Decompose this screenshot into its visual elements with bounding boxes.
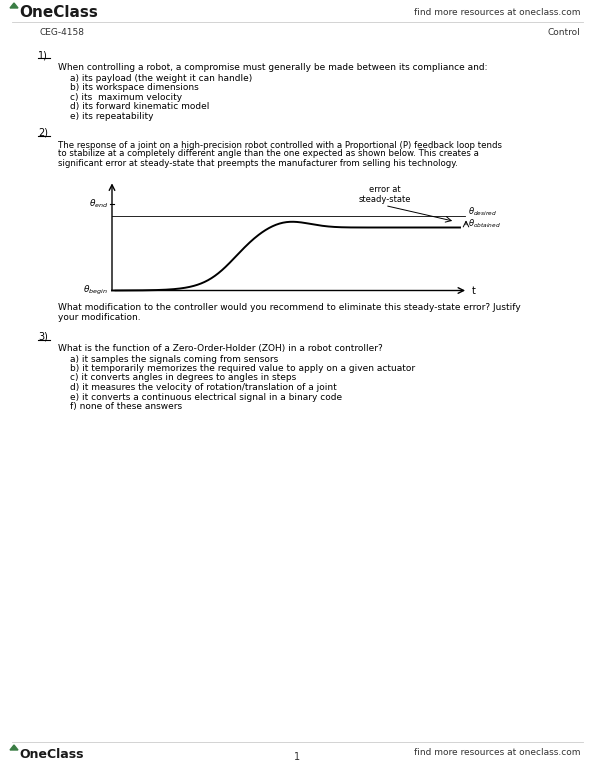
Polygon shape [10, 745, 18, 750]
Text: f) none of these answers: f) none of these answers [70, 402, 182, 411]
Text: find more resources at oneclass.com: find more resources at oneclass.com [414, 748, 580, 757]
Text: c) it converts angles in degrees to angles in steps: c) it converts angles in degrees to angl… [70, 373, 296, 383]
Text: What is the function of a Zero-Order-Holder (ZOH) in a robot controller?: What is the function of a Zero-Order-Hol… [58, 344, 383, 353]
Text: your modification.: your modification. [58, 313, 140, 322]
Text: a) it samples the signals coming from sensors: a) it samples the signals coming from se… [70, 354, 278, 363]
Text: $\theta_{begin}$: $\theta_{begin}$ [83, 284, 108, 297]
Text: a) its payload (the weight it can handle): a) its payload (the weight it can handle… [70, 74, 252, 83]
Text: e) it converts a continuous electrical signal in a binary code: e) it converts a continuous electrical s… [70, 393, 342, 401]
Text: 1): 1) [38, 50, 48, 60]
Text: 3): 3) [38, 332, 48, 342]
Text: to stabilize at a completely different angle than the one expected as shown belo: to stabilize at a completely different a… [58, 149, 479, 159]
Text: b) its workspace dimensions: b) its workspace dimensions [70, 83, 199, 92]
Text: 2): 2) [38, 128, 48, 138]
Text: e) its repeatability: e) its repeatability [70, 112, 154, 121]
Text: $\theta_{obtained}$: $\theta_{obtained}$ [468, 217, 501, 229]
Text: steady-state: steady-state [359, 195, 411, 203]
Text: find more resources at oneclass.com: find more resources at oneclass.com [414, 8, 580, 17]
Text: c) its  maximum velocity: c) its maximum velocity [70, 93, 182, 102]
Text: t: t [472, 286, 476, 296]
Text: error at: error at [369, 186, 401, 195]
Text: When controlling a robot, a compromise must generally be made between its compli: When controlling a robot, a compromise m… [58, 63, 487, 72]
Text: CEG-4158: CEG-4158 [40, 28, 85, 37]
Text: What modification to the controller would you recommend to eliminate this steady: What modification to the controller woul… [58, 303, 521, 313]
Text: d) it measures the velocity of rotation/translation of a joint: d) it measures the velocity of rotation/… [70, 383, 337, 392]
Text: The response of a joint on a high-precision robot controlled with a Proportional: The response of a joint on a high-precis… [58, 140, 502, 149]
Text: 1: 1 [295, 752, 300, 762]
Text: $\theta_{end}$: $\theta_{end}$ [89, 197, 108, 209]
Text: OneClass: OneClass [19, 5, 98, 20]
Text: OneClass: OneClass [19, 748, 83, 761]
Text: d) its forward kinematic model: d) its forward kinematic model [70, 102, 209, 112]
Text: b) it temporarily memorizes the required value to apply on a given actuator: b) it temporarily memorizes the required… [70, 364, 415, 373]
Text: significant error at steady-state that preempts the manufacturer from selling hi: significant error at steady-state that p… [58, 159, 458, 168]
Text: Control: Control [547, 28, 580, 37]
Polygon shape [10, 3, 18, 8]
Text: $\theta_{desired}$: $\theta_{desired}$ [468, 206, 497, 218]
